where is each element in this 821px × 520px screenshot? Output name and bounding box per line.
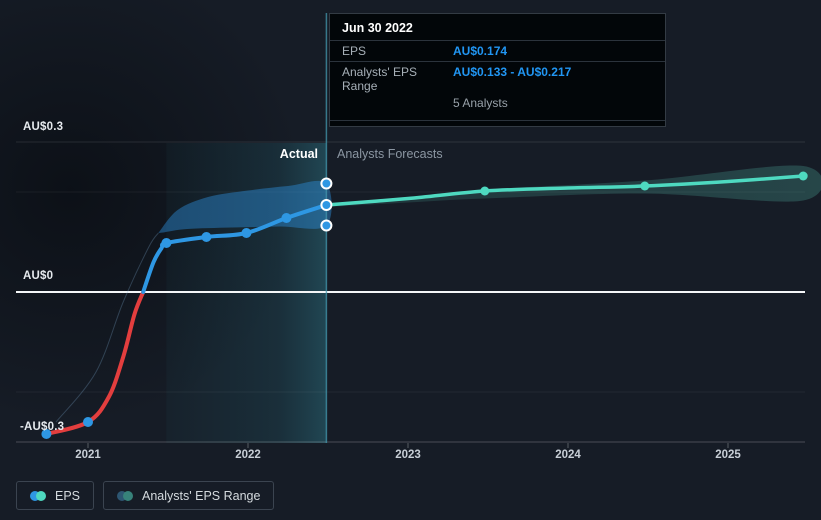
eps-line-forecast — [324, 174, 805, 207]
tooltip-eps-label: EPS — [342, 44, 367, 58]
forecasts-section-label: Analysts Forecasts — [337, 147, 443, 161]
legend-dot — [117, 490, 128, 501]
forecast-data-point[interactable] — [640, 181, 650, 191]
x-axis-label-2022: 2022 — [235, 449, 261, 461]
x-axis-label-2021: 2021 — [75, 449, 101, 461]
hovered-data-point[interactable] — [320, 177, 333, 190]
chart-tooltip: Jun 30 2022 EPS AU$0.174 Analysts' EPS R… — [329, 13, 666, 127]
eps-data-point[interactable] — [281, 213, 292, 223]
eps-data-point[interactable] — [161, 238, 172, 248]
legend-eps-toggle[interactable]: EPS — [16, 481, 95, 510]
eps-data-point[interactable] — [83, 417, 93, 427]
chart-canvas — [16, 13, 821, 448]
eps-data-point[interactable] — [201, 232, 212, 242]
tooltip-analysts-row: 5 Analysts — [330, 96, 665, 113]
legend-label: EPS — [55, 488, 81, 503]
tooltip-range-value: AU$0.133 - AU$0.217 — [453, 65, 572, 79]
eps-range-dots-icon — [117, 490, 134, 501]
x-axis-label-2023: 2023 — [395, 449, 421, 461]
tooltip-date: Jun 30 2022 — [342, 21, 413, 35]
actual-section-label: Actual — [279, 147, 318, 161]
y-axis-label-zero: AU$0 — [23, 270, 54, 282]
eps-data-point[interactable] — [241, 228, 252, 238]
forecast-data-point[interactable] — [798, 171, 808, 181]
hovered-data-point[interactable] — [320, 219, 333, 232]
legend-dot — [30, 490, 40, 501]
eps-line-negative — [44, 290, 146, 436]
eps-dots-icon — [30, 490, 46, 501]
tooltip-eps-value: AU$0.174 — [453, 44, 508, 58]
legend-dot — [36, 490, 46, 501]
range-band-tail — [55, 232, 159, 423]
legend: EPS Analysts' EPS Range — [16, 481, 275, 510]
y-axis-label-top: AU$0.3 — [23, 121, 64, 133]
tooltip-range-label: Analysts' EPS Range — [342, 65, 417, 93]
tooltip-footer-divider — [330, 120, 665, 121]
legend-dot — [123, 490, 134, 501]
forecast-data-point[interactable] — [480, 186, 490, 196]
tooltip-analyst-count: 5 Analysts — [453, 96, 508, 110]
hovered-data-point[interactable] — [320, 199, 333, 211]
tooltip-eps-row: EPS AU$0.174 — [330, 40, 665, 61]
tooltip-range-row: Analysts' EPS Range AU$0.133 - AU$0.217 — [330, 61, 665, 96]
x-axis-label-2024: 2024 — [555, 449, 581, 461]
legend-eps-range-toggle[interactable]: Analysts' EPS Range — [103, 481, 275, 510]
legend-label: Analysts' EPS Range — [142, 488, 261, 503]
y-axis-label-bottom: -AU$0.3 — [20, 421, 65, 433]
x-axis-label-2025: 2025 — [715, 449, 741, 461]
eps-data-point[interactable] — [41, 429, 52, 439]
